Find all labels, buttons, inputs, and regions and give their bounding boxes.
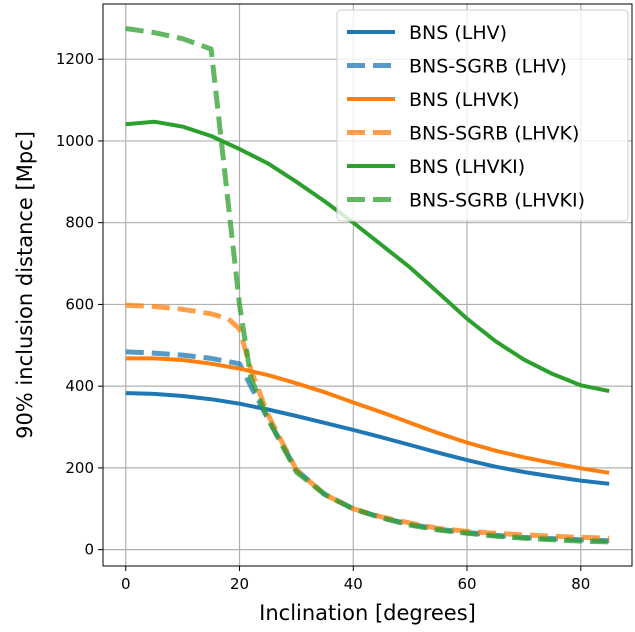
y-axis-ticks: 0 200 400 600 800 1000 1200	[56, 50, 103, 559]
series-line-3	[125, 356, 610, 475]
series-line-5	[125, 119, 610, 394]
legend-entry-label: BNS-SGRB (LHVKI)	[409, 190, 585, 212]
y-tick-label: 200	[65, 459, 94, 477]
legend-entry-label: BNS (LHVK)	[409, 89, 520, 111]
legend: BNS (LHV) BNS-SGRB (LHV) BNS (LHVK) BNS-SGR…	[336, 9, 629, 222]
x-axis-label: Inclination [degrees]	[259, 601, 476, 625]
legend-entry-label: BNS-SGRB (LHVK)	[409, 123, 579, 145]
legend-box	[336, 9, 629, 222]
y-tick-label: 400	[65, 377, 94, 395]
y-tick-label: 800	[65, 214, 94, 232]
series-line-1	[125, 391, 610, 486]
y-tick-label: 0	[84, 541, 94, 559]
x-tick-label: 20	[230, 575, 249, 593]
y-tick-label: 1200	[56, 50, 94, 68]
x-tick-label: 60	[457, 575, 476, 593]
x-tick-label: 40	[344, 575, 363, 593]
series-line-6	[125, 26, 610, 545]
series-line-4	[125, 302, 610, 541]
y-tick-label: 1000	[56, 132, 94, 150]
plot-area-frame	[102, 3, 633, 567]
y-axis-label: 90% inclusion distance [Mpc]	[13, 131, 37, 439]
legend-entry-label: BNS-SGRB (LHV)	[409, 56, 567, 78]
x-axis-ticks: 0 20 40 60 80	[121, 566, 590, 593]
legend-entry-label: BNS (LHV)	[409, 22, 507, 44]
series-lines	[125, 26, 610, 545]
legend-entry-label: BNS (LHVKI)	[409, 156, 525, 178]
x-tick-label: 80	[571, 575, 590, 593]
y-tick-label: 600	[65, 295, 94, 313]
x-tick-label: 0	[121, 575, 131, 593]
